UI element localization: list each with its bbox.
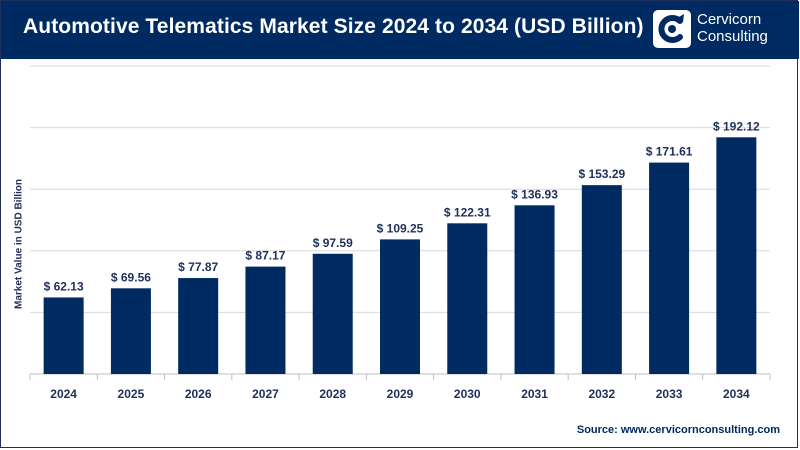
data-label-2030: $ 122.31 <box>444 205 491 219</box>
data-label-2031: $ 136.93 <box>511 187 558 201</box>
x-tick-label-2032: 2032 <box>588 387 615 401</box>
data-label-2025: $ 69.56 <box>111 270 151 284</box>
data-label-2028: $ 97.59 <box>313 236 353 250</box>
logo-line1: Cervicorn <box>697 11 762 28</box>
data-label-2029: $ 109.25 <box>377 221 424 235</box>
x-tick-label-2028: 2028 <box>319 387 346 401</box>
plot-area: $ 62.13 2024 $ 69.56 2025 $ 77.87 2026 $ 87.17… <box>0 60 800 420</box>
header-banner: Automotive Telematics Market Size 2024 t… <box>1 1 799 59</box>
x-tick-label-2033: 2033 <box>656 387 683 401</box>
data-label-2034: $ 192.12 <box>713 119 760 133</box>
x-tick-label-2034: 2034 <box>723 387 750 401</box>
bar-chart-svg: $ 62.13 2024 $ 69.56 2025 $ 77.87 2026 $ 87.17… <box>29 65 771 401</box>
bar-2029 <box>380 239 420 374</box>
company-logo: Cervicorn Consulting <box>653 8 795 52</box>
y-axis-label: Market Value in USD Billion <box>13 178 25 310</box>
chart-title: Automotive Telematics Market Size 2024 t… <box>23 15 644 38</box>
data-label-2033: $ 171.61 <box>646 145 693 159</box>
logo-line2: Consulting <box>697 28 768 45</box>
x-tick-label-2025: 2025 <box>118 387 145 401</box>
bar-2027 <box>245 266 286 374</box>
x-tick-label-2031: 2031 <box>521 387 548 401</box>
bar-2026 <box>178 278 219 374</box>
cervicorn-logo-icon <box>653 10 691 48</box>
source-text: Source: www.cervicornconsulting.com <box>576 424 780 436</box>
data-label-2027: $ 87.17 <box>245 249 285 263</box>
bar-2031 <box>514 205 555 374</box>
x-tick-label-2027: 2027 <box>252 387 279 401</box>
x-tick-label-2026: 2026 <box>185 387 212 401</box>
data-label-2032: $ 153.29 <box>578 167 625 181</box>
bar-2033 <box>649 162 690 374</box>
data-label-2024: $ 62.13 <box>44 279 84 293</box>
bar-2028 <box>312 253 353 374</box>
x-tick-label-2029: 2029 <box>387 387 414 401</box>
bar-2034 <box>716 137 757 374</box>
bar-2032 <box>581 185 622 374</box>
logo-text: Cervicorn Consulting <box>697 11 768 45</box>
bar-2030 <box>447 223 488 374</box>
bar-2024 <box>43 297 84 374</box>
bar-2025 <box>110 288 151 374</box>
data-label-2026: $ 77.87 <box>178 260 218 274</box>
x-tick-label-2030: 2030 <box>454 387 481 401</box>
x-tick-label-2024: 2024 <box>50 387 77 401</box>
